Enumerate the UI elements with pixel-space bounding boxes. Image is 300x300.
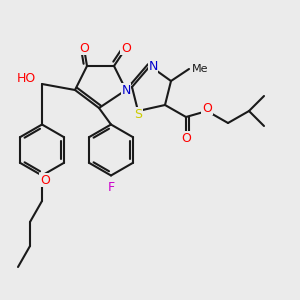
- Text: O: O: [181, 131, 191, 145]
- Text: Me: Me: [192, 64, 208, 74]
- Text: N: N: [121, 83, 131, 97]
- Text: N: N: [148, 59, 158, 73]
- Text: O: O: [202, 101, 212, 115]
- Text: F: F: [107, 181, 115, 194]
- Text: HO: HO: [17, 71, 36, 85]
- Text: O: O: [121, 41, 131, 55]
- Text: O: O: [79, 41, 89, 55]
- Text: O: O: [40, 173, 50, 187]
- Text: S: S: [134, 107, 142, 121]
